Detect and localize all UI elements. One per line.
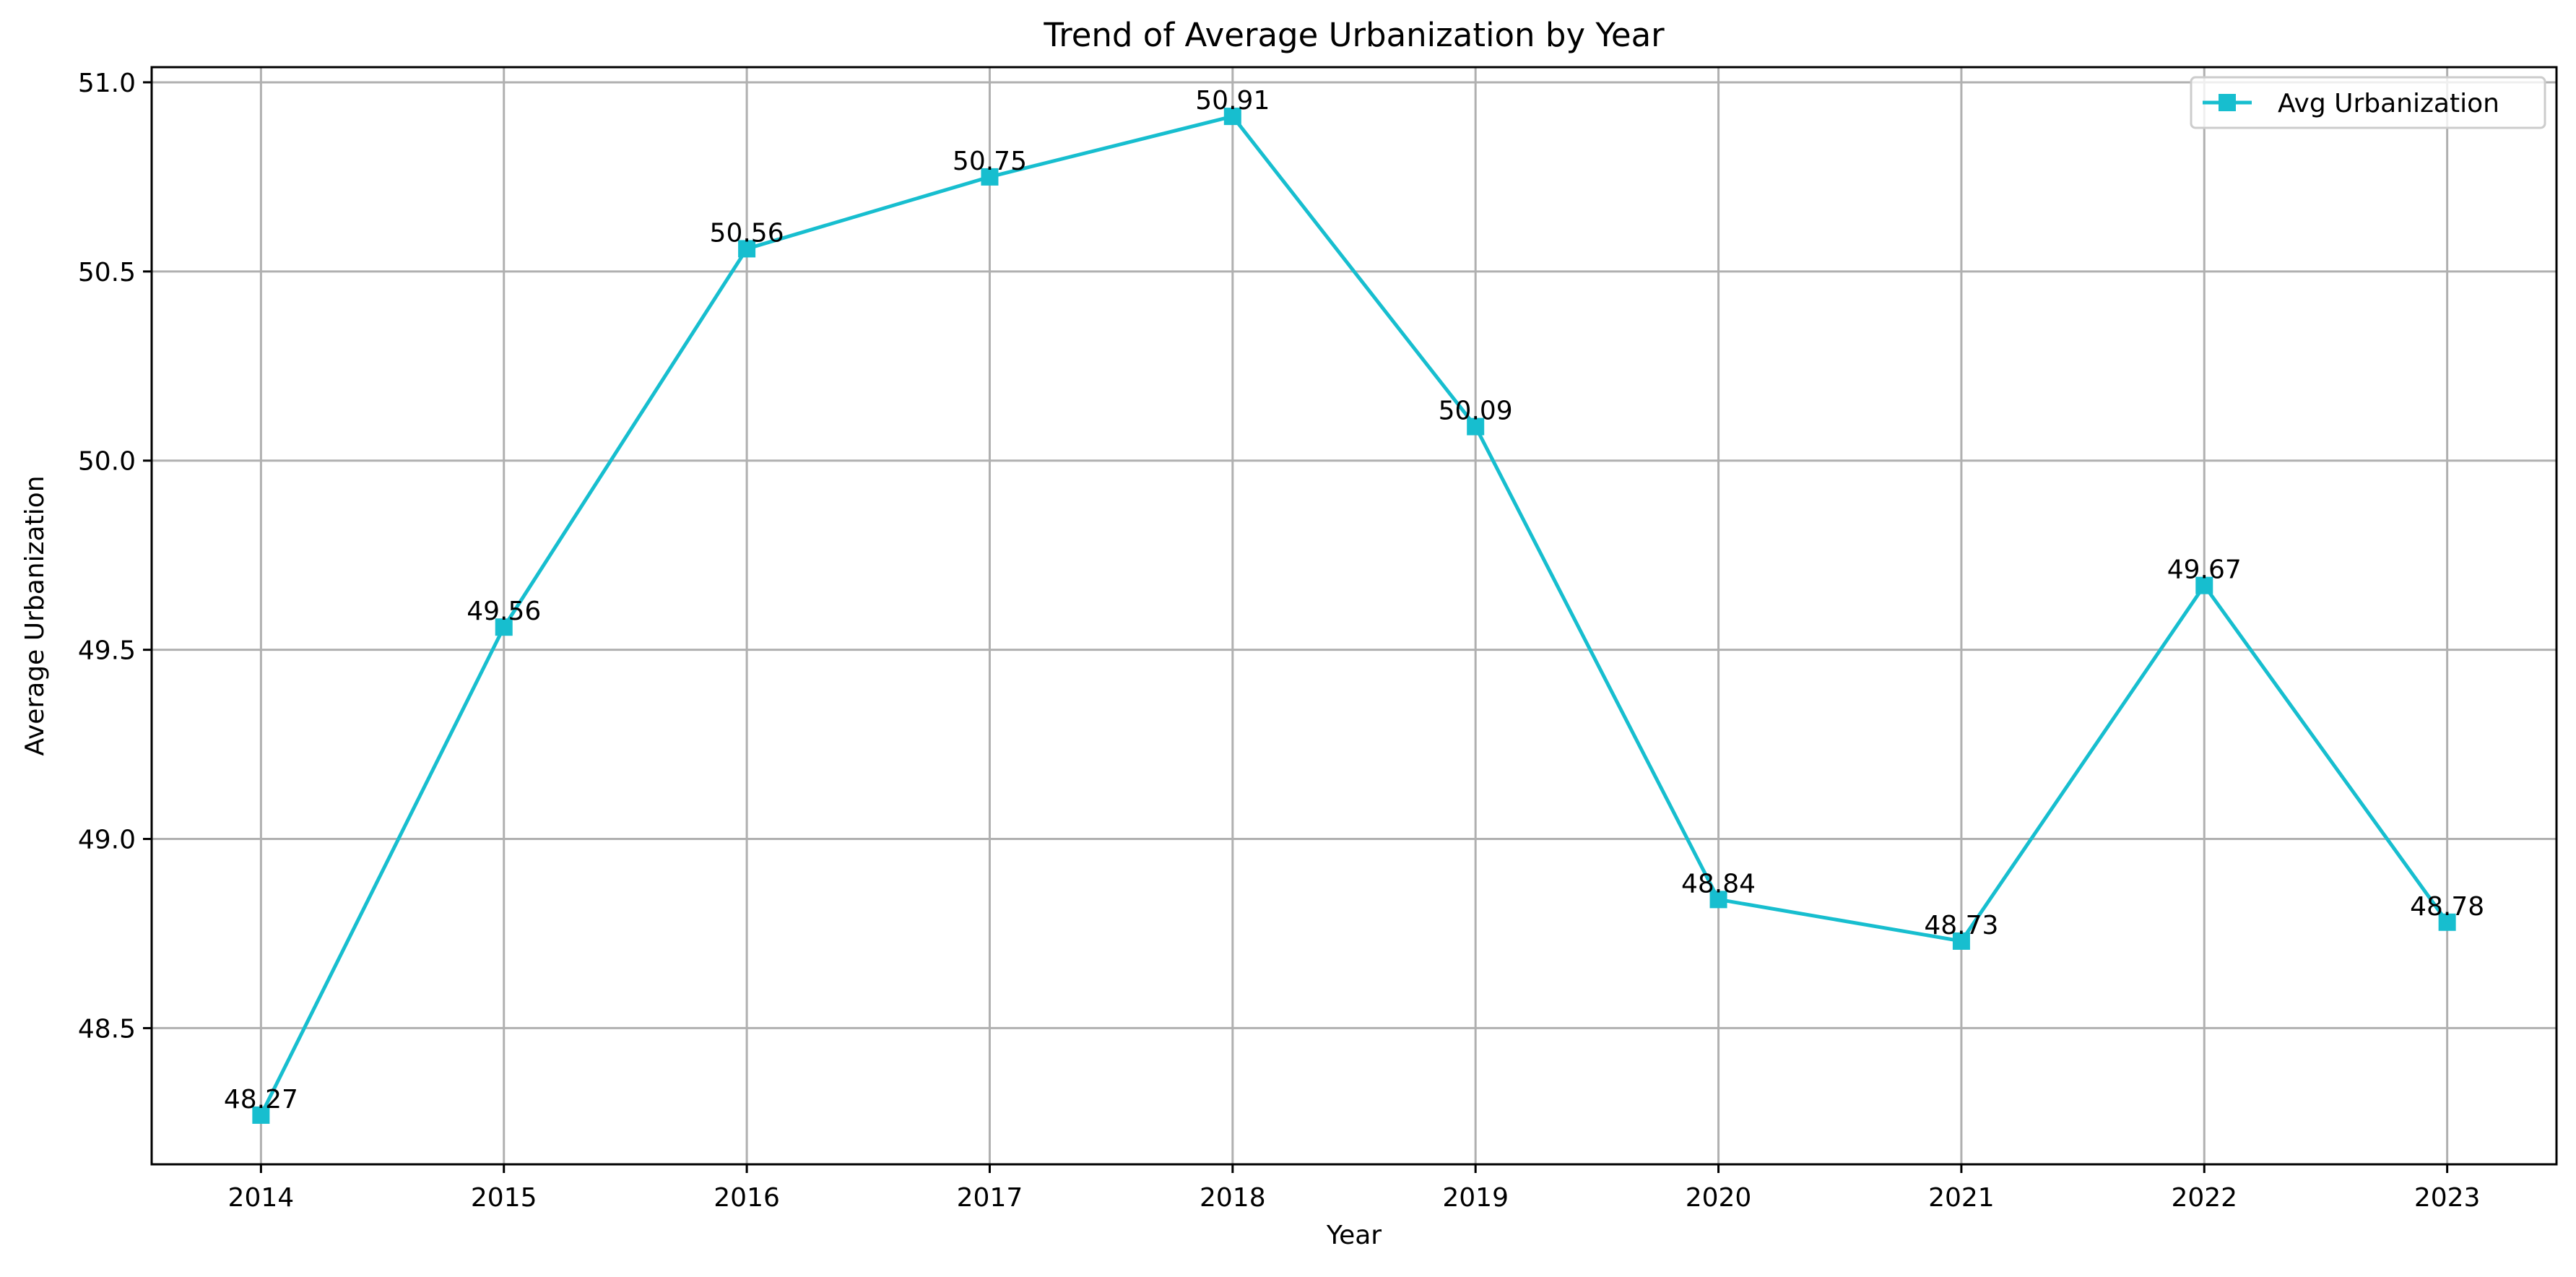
x-tick-label: 2023 [2414, 1183, 2481, 1213]
y-tick-label: 50.0 [78, 447, 136, 477]
data-point-marker [1223, 108, 1241, 126]
x-tick-label: 2018 [1200, 1183, 1266, 1213]
data-label: 48.78 [2410, 892, 2484, 922]
x-tick-label: 2020 [1686, 1183, 1752, 1213]
legend-marker-swatch [2219, 94, 2236, 111]
data-point-marker [2195, 576, 2213, 594]
data-point-marker [738, 240, 756, 258]
data-label: 48.84 [1681, 869, 1756, 899]
legend-label-avg-urbanization: Avg Urbanization [2278, 89, 2499, 118]
x-axis-label: Year [1326, 1221, 1382, 1250]
x-tick-label: 2016 [714, 1183, 780, 1213]
data-label: 49.67 [2167, 555, 2242, 585]
x-tick-label: 2017 [957, 1183, 1023, 1213]
y-tick-label: 49.5 [78, 636, 136, 666]
data-label: 49.56 [467, 597, 541, 626]
x-tick-label: 2021 [1928, 1183, 1995, 1213]
data-point-marker [495, 618, 513, 636]
series-line [259, 114, 2449, 1117]
data-point-marker [981, 168, 999, 186]
data-point-marker [1467, 417, 1485, 436]
data-label: 50.09 [1439, 397, 1513, 426]
data-label: 48.73 [1924, 911, 1998, 940]
x-tick-label: 2014 [228, 1183, 295, 1213]
data-point-marker [1709, 891, 1727, 909]
y-axis-label: Average Urbanization [20, 475, 50, 756]
data-label: 50.91 [1195, 86, 1270, 116]
data-label: 50.75 [953, 147, 1027, 176]
data-point-marker [2438, 913, 2456, 931]
legend: Avg Urbanization [2190, 76, 2546, 129]
y-tick-label: 51.0 [78, 69, 136, 98]
grid [152, 67, 2557, 1164]
y-tick-label: 49.0 [78, 826, 136, 855]
data-point-marker [1952, 932, 1970, 950]
data-label: 50.56 [710, 218, 784, 248]
data-labels: 48.27 49.56 50.56 50.75 50.91 50.09 48.84 48.73… [224, 86, 2484, 1114]
axis-ticks: 2014 2015 2016 2017 2018 2019 2020 2021 2022 2023… [78, 69, 2481, 1213]
y-tick-label: 50.5 [78, 258, 136, 287]
data-point-marker [252, 1106, 270, 1124]
plot-area-frame [150, 66, 2558, 1166]
x-tick-label: 2015 [471, 1183, 537, 1213]
chart-title: Trend of Average Urbanization by Year [1043, 16, 1665, 54]
x-tick-label: 2019 [1442, 1183, 1509, 1213]
y-tick-label: 48.5 [78, 1014, 136, 1044]
x-tick-label: 2022 [2171, 1183, 2237, 1213]
data-label: 48.27 [224, 1085, 298, 1114]
series-avg-urbanization [252, 108, 2456, 1124]
legend-box [2190, 76, 2546, 129]
